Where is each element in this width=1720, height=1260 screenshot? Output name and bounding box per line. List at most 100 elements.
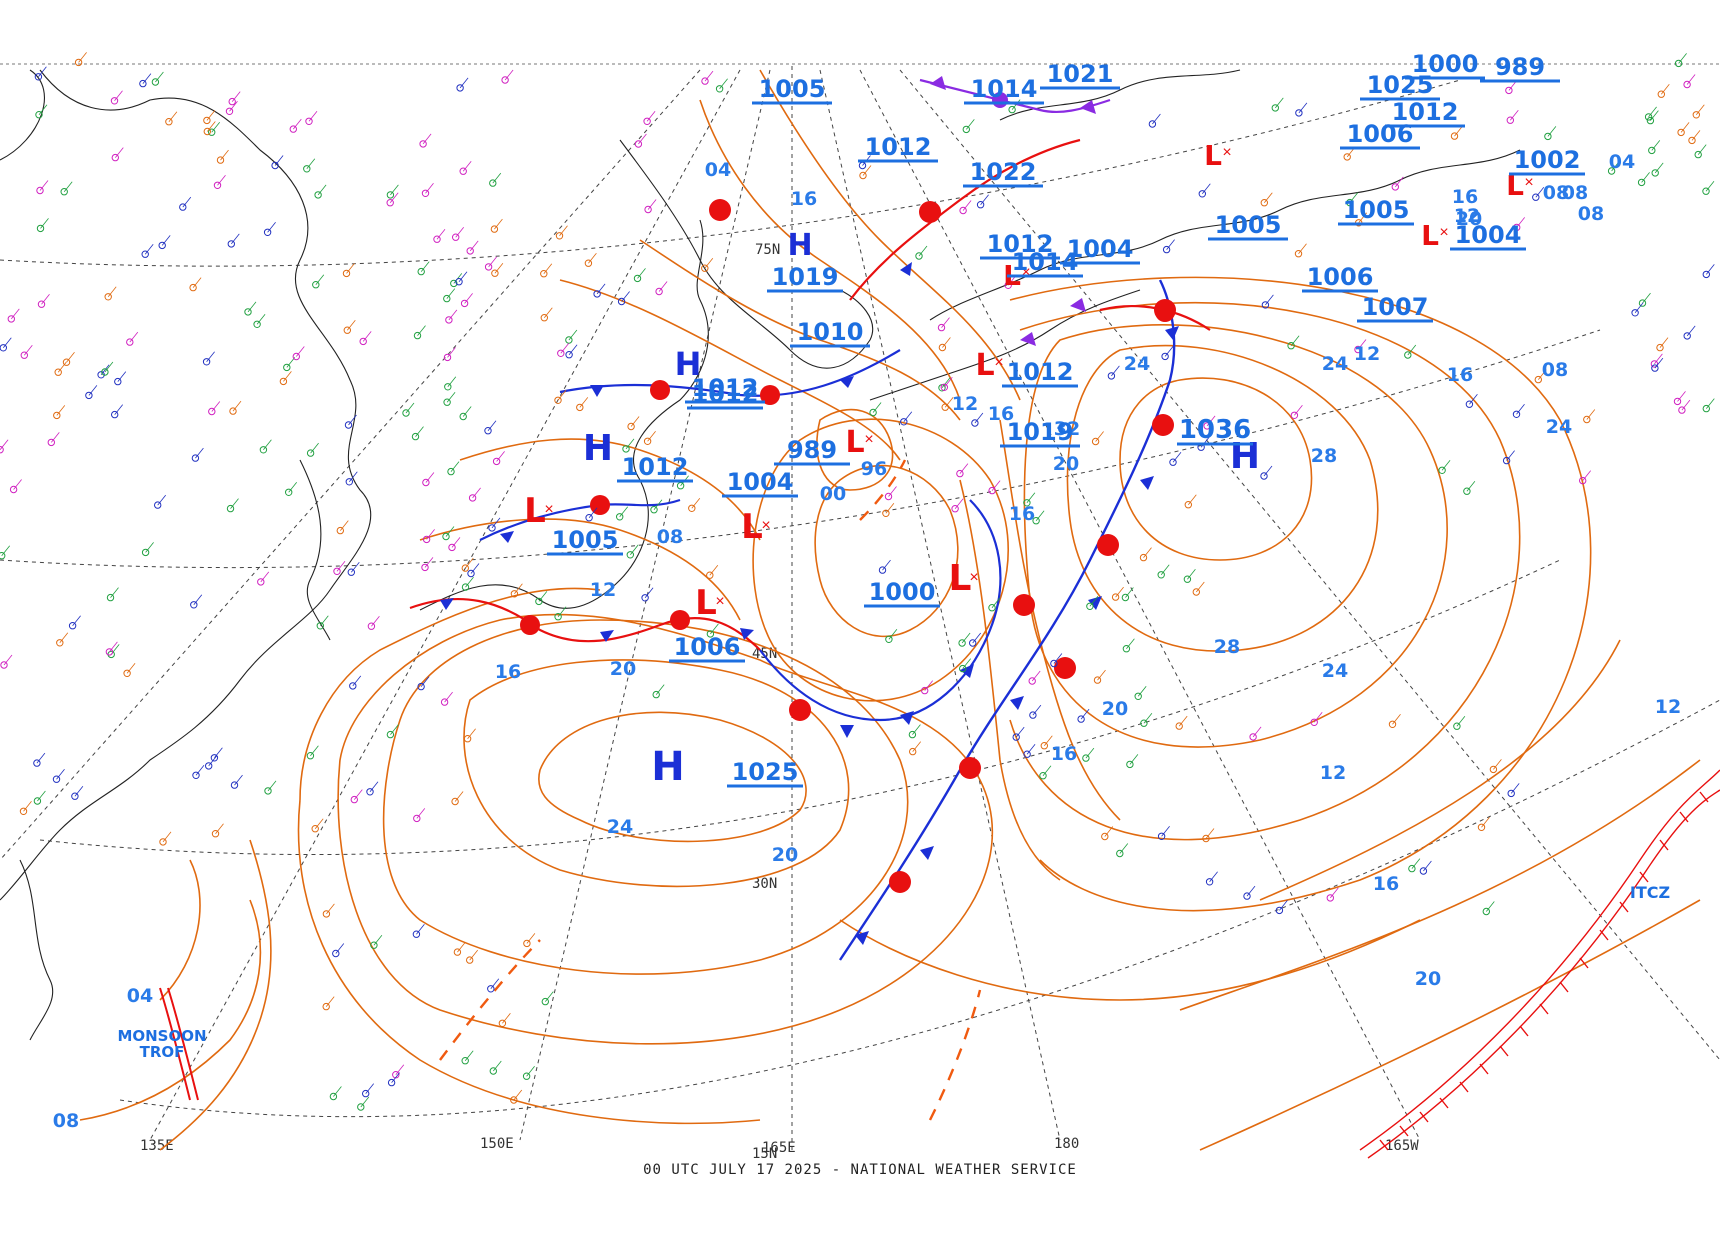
isobar-value: 20 <box>1102 698 1128 720</box>
station-marker <box>0 446 4 454</box>
pressure-label: 1012 <box>865 133 932 161</box>
station-wind-barb <box>288 482 298 493</box>
station-marker <box>1023 499 1031 507</box>
station-marker <box>419 140 427 148</box>
station-wind-barb <box>350 561 360 573</box>
station-wind-barb <box>943 377 953 388</box>
isobar-value: 24 <box>1322 660 1348 682</box>
isobar-north-2 <box>759 69 1021 401</box>
station-wind-barb <box>1582 470 1592 481</box>
station-marker <box>1463 487 1471 495</box>
station-marker <box>467 569 475 578</box>
station-wind-barb <box>1686 325 1696 337</box>
low-1005-north-value: 1005 <box>1343 196 1410 224</box>
station-marker <box>443 353 452 362</box>
cold-front-east-pips <box>855 326 1179 945</box>
station-wind-barb <box>962 200 972 211</box>
station-wind-barb <box>1705 264 1715 275</box>
asia-coast <box>0 69 372 901</box>
station-wind-barb <box>962 658 972 669</box>
station-marker <box>688 504 696 512</box>
station-wind-barb <box>13 479 22 490</box>
station-marker <box>1438 466 1446 474</box>
station-marker <box>1107 372 1116 380</box>
station-marker <box>1157 832 1166 840</box>
station-marker <box>884 492 893 501</box>
station-wind-barb <box>57 361 67 373</box>
station-marker <box>1111 593 1120 601</box>
station-marker <box>344 421 353 429</box>
station-wind-barb <box>1313 712 1323 723</box>
station-wind-barb <box>462 160 472 172</box>
station-marker <box>229 407 237 415</box>
station-wind-barb <box>206 351 215 363</box>
station-wind-barb <box>247 301 257 313</box>
occluded-front-marks <box>930 76 1096 346</box>
low-1006-symbol: L <box>695 583 717 623</box>
station-marker <box>1450 132 1459 140</box>
isobar-sw-1 <box>79 859 262 1121</box>
isobar-value: 24 <box>1546 416 1572 438</box>
station-marker <box>456 84 464 92</box>
station-wind-barb <box>325 996 335 1007</box>
station-wind-barb <box>1642 292 1651 304</box>
station-marker <box>1139 553 1148 562</box>
station-wind-barb <box>1516 404 1525 415</box>
station-marker <box>53 411 61 420</box>
station-marker <box>1343 153 1351 161</box>
isobar-value: 20 <box>1456 208 1482 230</box>
station-wind-barb <box>1111 365 1120 377</box>
station-marker <box>652 690 660 699</box>
station-marker <box>1346 198 1354 207</box>
low-1004-symbol: L <box>741 507 763 547</box>
station-marker <box>584 259 593 267</box>
station-marker <box>433 235 441 243</box>
station-marker <box>1116 849 1124 858</box>
station-marker <box>316 622 324 630</box>
station-wind-barb <box>1547 126 1557 137</box>
station-wind-barb <box>1650 110 1659 121</box>
station-marker <box>359 337 367 346</box>
station-wind-barb <box>110 587 119 598</box>
station-marker <box>491 269 499 277</box>
station-marker <box>1161 352 1169 361</box>
station-wind-barb <box>415 426 424 437</box>
station-wind-barb <box>326 903 335 915</box>
station-marker <box>1140 719 1148 727</box>
station-wind-barb <box>444 691 453 703</box>
isobar-value: 04 <box>127 985 153 1007</box>
station-marker <box>451 797 459 806</box>
station-marker <box>264 787 272 795</box>
isobar-value: 12 <box>590 579 616 601</box>
isobar-1028 <box>1066 344 1379 652</box>
station-marker <box>1502 456 1511 465</box>
station-wind-barb <box>1705 398 1715 409</box>
station-marker <box>9 485 18 494</box>
station-marker <box>253 320 261 328</box>
stationary-front-west-marks <box>440 598 754 642</box>
station-wind-barb <box>286 357 296 368</box>
station-wind-barb <box>1686 74 1696 85</box>
station-marker <box>203 127 212 136</box>
station-marker <box>627 422 635 431</box>
station-marker <box>208 407 216 416</box>
station-marker <box>312 281 320 289</box>
station-wind-barb <box>182 196 192 208</box>
itcz-band <box>1359 769 1720 1159</box>
station-wind-barb <box>544 991 554 1002</box>
station-wind-barb <box>504 69 514 81</box>
station-marker <box>443 294 451 303</box>
isobar-north-1 <box>699 99 961 401</box>
station-wind-barb <box>192 277 202 288</box>
station-wind-barb <box>924 680 934 691</box>
station-wind-barb <box>1648 106 1657 118</box>
station-marker <box>1607 167 1616 175</box>
station-wind-barb <box>391 1072 400 1083</box>
station-wind-barb <box>1011 99 1021 110</box>
station-wind-barb <box>336 561 346 572</box>
isobar-value: 04 <box>705 159 731 181</box>
station-wind-barb <box>390 724 399 735</box>
station-wind-barb <box>559 225 568 237</box>
station-wind-barb <box>457 941 466 953</box>
station-wind-barb <box>1152 113 1161 125</box>
